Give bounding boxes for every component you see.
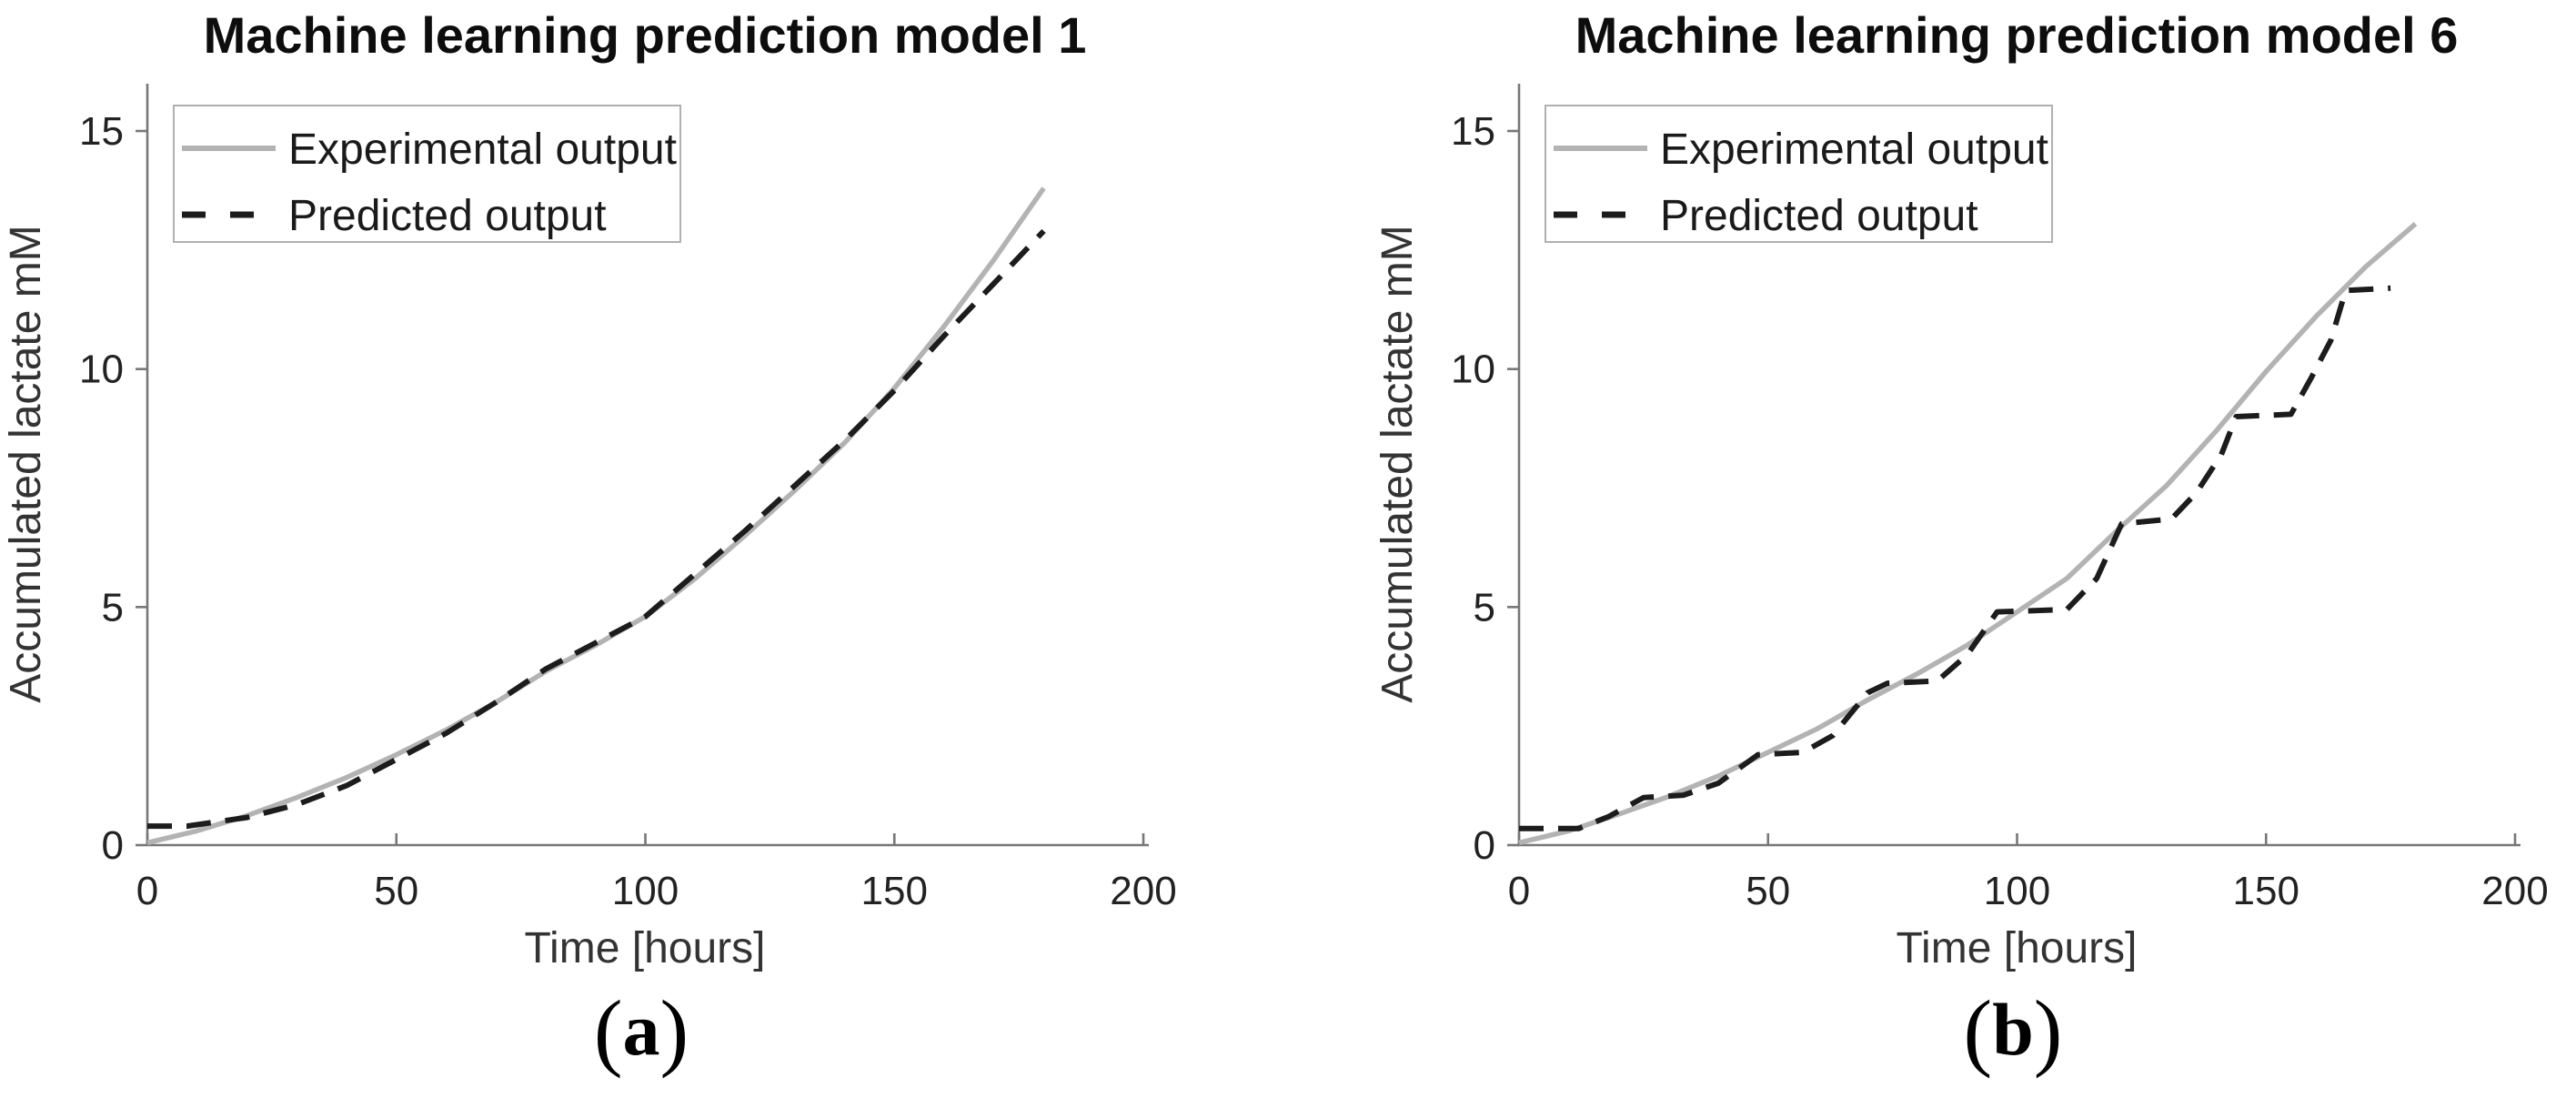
x-tick-label: 50 (1746, 869, 1790, 913)
legend-box (1545, 105, 2053, 243)
y-axis-label: Accumulated lactate mM (1374, 225, 1422, 703)
caption-b-letter: b (1992, 988, 2034, 1071)
y-tick-label: 0 (1474, 823, 1495, 868)
legend-label-experimental: Experimental output (288, 126, 677, 174)
y-tick-label: 15 (79, 109, 124, 154)
predicted-output-line (1519, 285, 2391, 831)
x-tick-label: 0 (136, 869, 158, 913)
legend: Experimental output Predicted output (173, 105, 681, 243)
y-tick-label: 0 (102, 823, 124, 868)
y-axis-label: Accumulated lactate mM (2, 225, 50, 703)
experimental-output-line (1518, 222, 2418, 846)
x-tick-label: 100 (612, 869, 679, 913)
x-axis-label: Time [hours] (525, 924, 766, 972)
caption-b-open-paren: ( (1963, 982, 1993, 1079)
y-tick-label: 10 (1451, 348, 1495, 392)
legend-box (173, 105, 681, 243)
x-tick-label: 150 (861, 869, 928, 913)
caption-a-open-paren: ( (593, 982, 623, 1079)
caption-a-close-paren: ) (659, 982, 689, 1079)
experimental-output-line (146, 186, 1046, 846)
chart-title: Machine learning prediction model 1 (204, 6, 1087, 64)
y-tick-label: 5 (1474, 585, 1495, 630)
y-tick-label: 10 (79, 348, 124, 392)
caption-b-close-paren: ) (2033, 982, 2063, 1079)
chart-title: Machine learning prediction model 6 (1575, 6, 2459, 64)
x-tick-label: 150 (2233, 869, 2299, 913)
legend-label-predicted: Predicted output (288, 192, 607, 240)
y-tick-label: 15 (1451, 109, 1495, 154)
caption-a: (a) (594, 988, 689, 1074)
legend: Experimental output Predicted output (1545, 105, 2053, 243)
predicted-output-line (147, 228, 1046, 830)
caption-a-letter: a (622, 988, 660, 1071)
legend-label-experimental: Experimental output (1660, 126, 2048, 174)
chart-b-svg: Machine learning prediction model 60 50 10… (1374, 6, 2549, 972)
x-tick-label: 200 (1110, 869, 1176, 913)
x-axis-label: Time [hours] (1897, 924, 2138, 972)
chart-panel-a: Machine learning prediction model 1 0 50 10… (2, 6, 1177, 1074)
x-tick-label: 200 (2481, 869, 2548, 913)
x-tick-label: 0 (1508, 869, 1530, 913)
caption-b: (b) (1964, 988, 2063, 1074)
legend-label-predicted: Predicted output (1660, 192, 1978, 240)
x-tick-label: 50 (374, 869, 418, 913)
x-tick-label: 100 (1984, 869, 2050, 913)
chart-panel-b: Machine learning prediction model 6 0 50 10… (1288, 0, 2576, 1098)
chart-a-svg: Machine learning prediction model 10 50 10… (2, 6, 1177, 972)
y-tick-label: 5 (102, 585, 124, 630)
